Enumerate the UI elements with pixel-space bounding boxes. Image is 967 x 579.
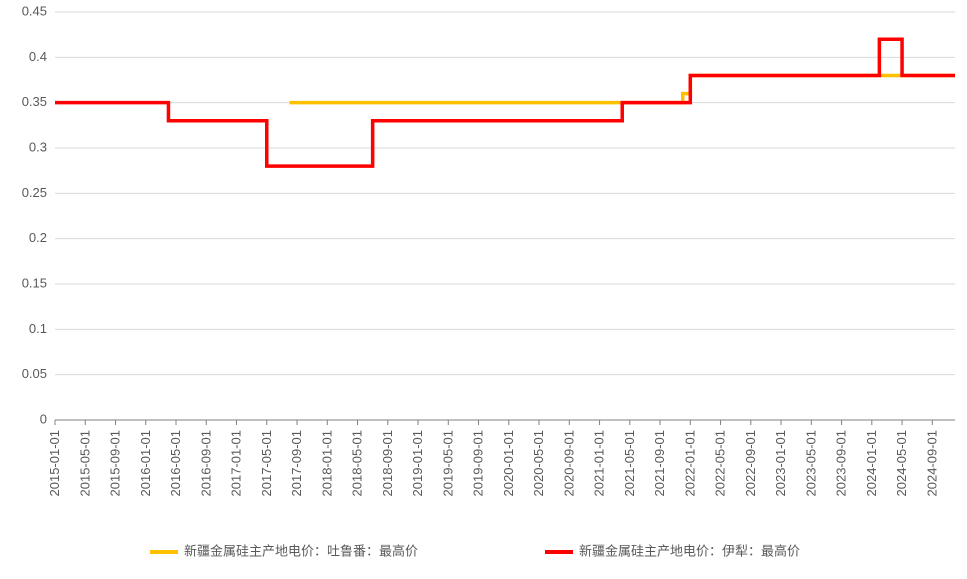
x-tick-label: 2016-09-01 xyxy=(198,430,213,497)
legend-label-0: 新疆金属硅主产地电价：吐鲁番：最高价 xyxy=(184,543,418,558)
legend-label-1: 新疆金属硅主产地电价：伊犁：最高价 xyxy=(579,543,800,558)
x-tick-label: 2022-05-01 xyxy=(713,430,728,497)
x-tick-label: 2022-09-01 xyxy=(743,430,758,497)
x-tick-label: 2023-01-01 xyxy=(773,430,788,497)
x-tick-label: 2023-05-01 xyxy=(803,430,818,497)
x-tick-label: 2015-05-01 xyxy=(77,430,92,497)
x-tick-label: 2015-01-01 xyxy=(47,430,62,497)
x-tick-label: 2018-05-01 xyxy=(350,430,365,497)
x-tick-label: 2018-09-01 xyxy=(380,430,395,497)
y-tick-label: 0.4 xyxy=(29,49,47,64)
x-tick-label: 2017-01-01 xyxy=(229,430,244,497)
x-tick-label: 2020-09-01 xyxy=(561,430,576,497)
x-tick-label: 2019-05-01 xyxy=(440,430,455,497)
x-tick-label: 2020-01-01 xyxy=(501,430,516,497)
x-tick-label: 2016-01-01 xyxy=(138,430,153,497)
y-tick-label: 0.2 xyxy=(29,230,47,245)
x-tick-label: 2021-09-01 xyxy=(652,430,667,497)
x-tick-label: 2022-01-01 xyxy=(682,430,697,497)
y-tick-label: 0.15 xyxy=(22,275,47,290)
x-tick-label: 2017-05-01 xyxy=(259,430,274,497)
x-tick-label: 2021-01-01 xyxy=(592,430,607,497)
electricity-price-chart: 0 0.05 0.1 0.15 0.2 0.25 0.3 0.35 0.4 0.45 2015-01… xyxy=(0,0,967,579)
y-tick-label: 0.35 xyxy=(22,94,47,109)
x-tick-label: 2024-05-01 xyxy=(894,430,909,497)
x-tick-label: 2017-09-01 xyxy=(289,430,304,497)
y-tick-label: 0.45 xyxy=(22,3,47,18)
x-tick-label: 2023-09-01 xyxy=(834,430,849,497)
x-tick-label: 2019-09-01 xyxy=(471,430,486,497)
y-tick-label: 0.05 xyxy=(22,366,47,381)
x-tick-label: 2020-05-01 xyxy=(531,430,546,497)
y-tick-label: 0.1 xyxy=(29,321,47,336)
y-tick-label: 0 xyxy=(40,411,47,426)
x-tick-label: 2024-01-01 xyxy=(864,430,879,497)
legend-swatch-0 xyxy=(150,550,178,554)
x-tick-label: 2024-09-01 xyxy=(924,430,939,497)
legend-swatch-1 xyxy=(545,550,573,554)
y-tick-label: 0.3 xyxy=(29,139,47,154)
x-tick-label: 2018-01-01 xyxy=(319,430,334,497)
chart-svg: 0 0.05 0.1 0.15 0.2 0.25 0.3 0.35 0.4 0.45 2015-01… xyxy=(0,0,967,579)
x-tick-label: 2021-05-01 xyxy=(622,430,637,497)
x-tick-label: 2016-05-01 xyxy=(168,430,183,497)
x-tick-label: 2019-01-01 xyxy=(410,430,425,497)
y-tick-label: 0.25 xyxy=(22,185,47,200)
x-tick-label: 2015-09-01 xyxy=(108,430,123,497)
